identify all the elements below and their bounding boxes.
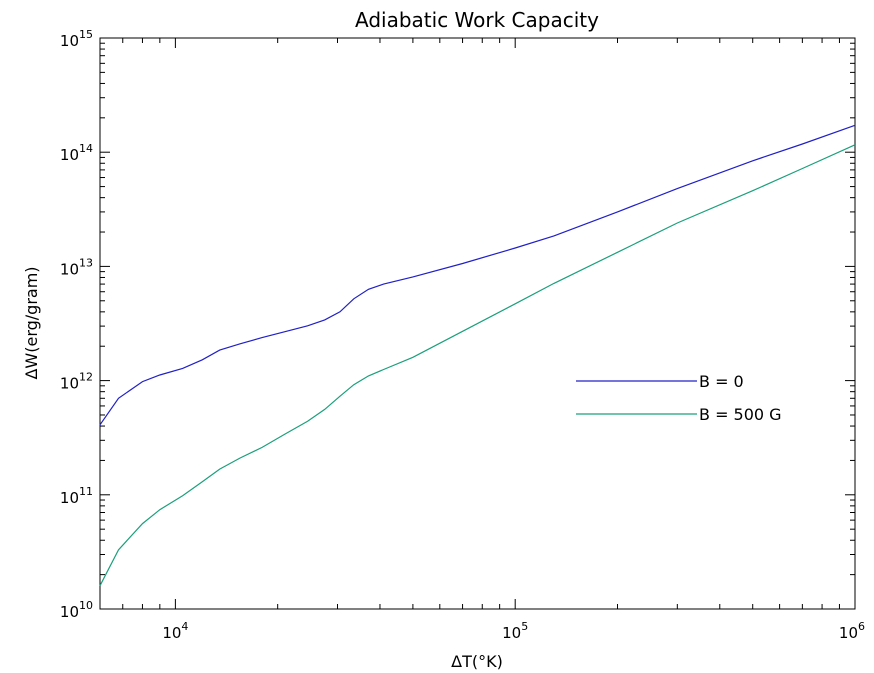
x-tick-label: 106 xyxy=(839,620,865,642)
series-group xyxy=(99,124,856,586)
legend-label: B = 0 xyxy=(699,372,744,391)
x-tick-label: 105 xyxy=(502,620,528,642)
series-line xyxy=(99,124,856,426)
chart-title: Adiabatic Work Capacity xyxy=(355,8,599,32)
y-axis: 1010 1011 1012 1013 1014 1015 xyxy=(60,28,855,621)
y-tick-label: 1013 xyxy=(60,256,93,278)
x-axis: 104 105 106 xyxy=(99,38,865,642)
y-tick-label: 1014 xyxy=(60,142,93,164)
legend-label: B = 500 G xyxy=(699,405,782,424)
y-tick-label: 1010 xyxy=(60,599,93,621)
y-tick-label: 1012 xyxy=(60,371,93,393)
y-tick-label: 1015 xyxy=(60,28,93,50)
y-tick-label: 1011 xyxy=(60,485,93,507)
legend: B = 0 B = 500 G xyxy=(576,372,782,424)
plot-frame xyxy=(99,37,856,610)
x-axis-label: ΔT(°K) xyxy=(451,652,503,671)
x-tick-label: 104 xyxy=(162,620,188,642)
series-line xyxy=(99,144,856,586)
y-axis-label: ΔW(erg/gram) xyxy=(22,266,41,379)
